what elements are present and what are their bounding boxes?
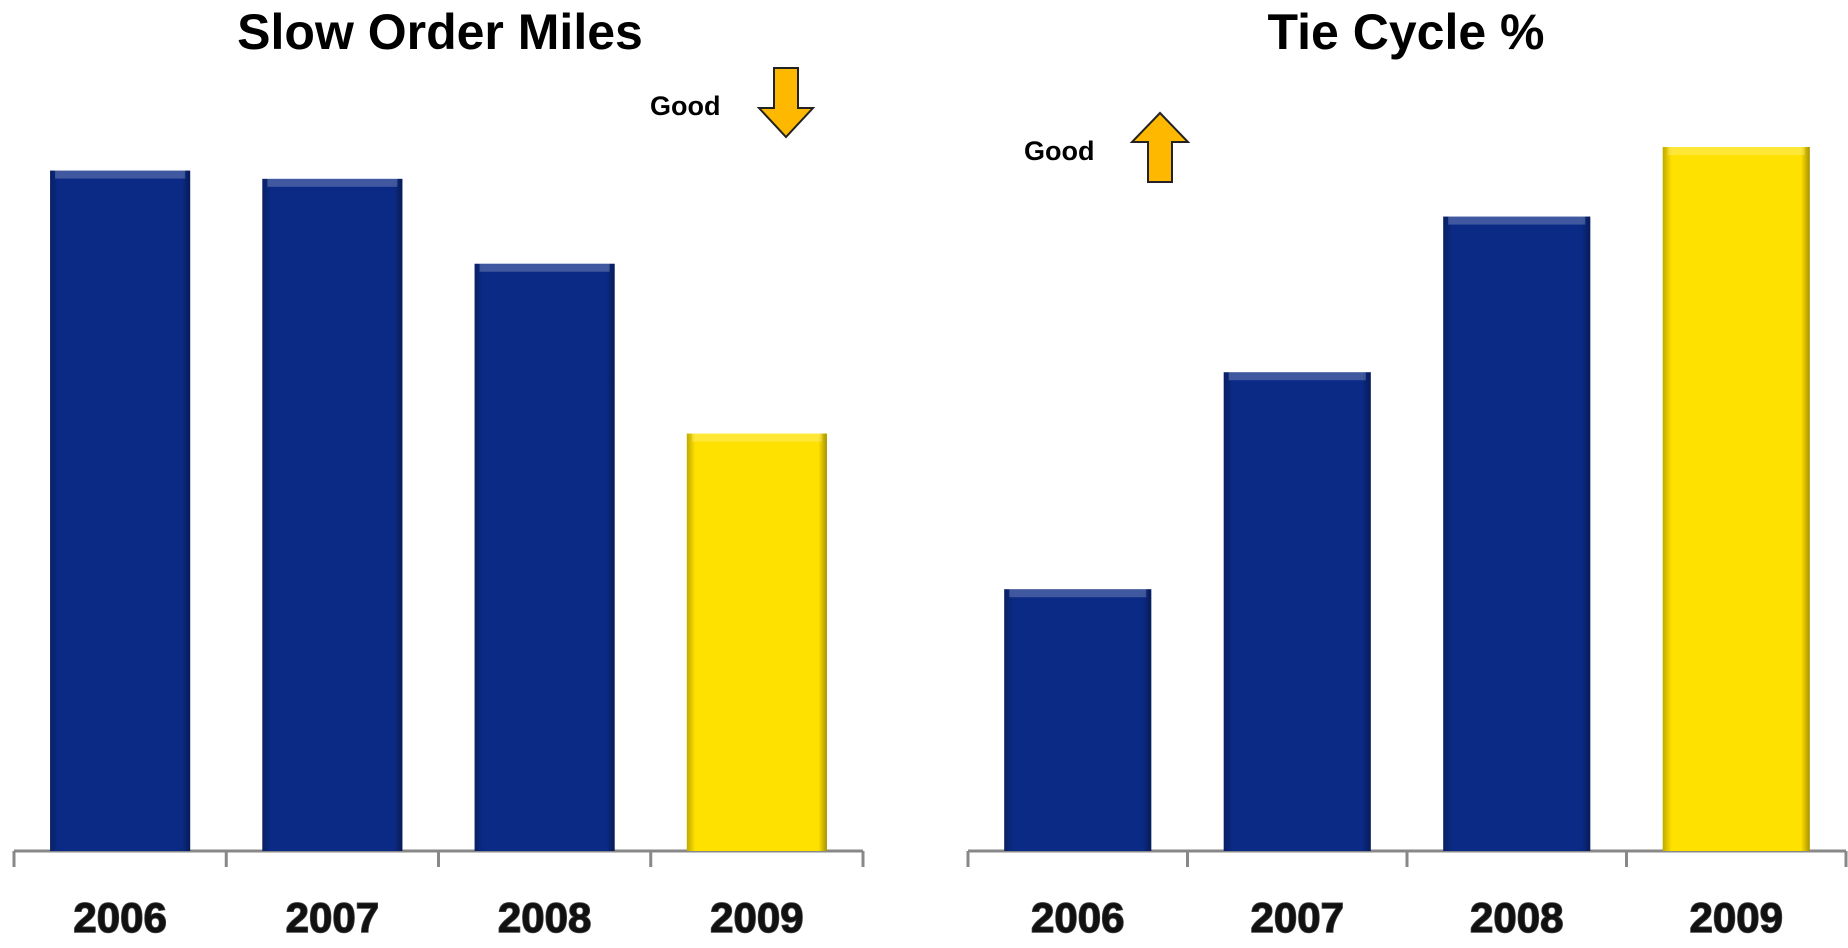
annotation: Good [650,91,720,121]
bar-bevel [1009,589,1147,598]
x-tick-label: 2007 [286,894,379,941]
x-tick-label: 2006 [1031,894,1124,941]
bar-shade [686,433,827,851]
bar-shade [1662,147,1810,851]
x-tick-label: 2009 [710,894,803,941]
bar-shade [1443,216,1591,852]
chart-title: Slow Order Miles [237,4,643,60]
bar-bevel [1448,216,1586,225]
bar-shade [262,178,403,851]
x-tick-label: 2007 [1251,894,1344,941]
x-tick-label: 2008 [498,894,591,941]
bar-bevel [691,433,822,442]
x-tick-label: 2009 [1690,894,1783,941]
bar-bevel [1228,372,1366,381]
bar-bevel [479,263,610,272]
up-arrow [1129,111,1191,183]
x-tick-label: 2006 [73,894,166,941]
bar-shade [1223,372,1371,851]
bar-bevel [267,178,398,187]
bar-shade [474,263,615,851]
chart-title: Tie Cycle % [1267,4,1544,60]
bar-shade [50,170,191,851]
bar-shade [1004,589,1152,851]
annotation: Good [1024,136,1094,166]
bar-bevel [55,170,186,179]
down-arrow [756,67,816,139]
bar-bevel [1667,147,1805,155]
x-tick-label: 2008 [1470,894,1563,941]
